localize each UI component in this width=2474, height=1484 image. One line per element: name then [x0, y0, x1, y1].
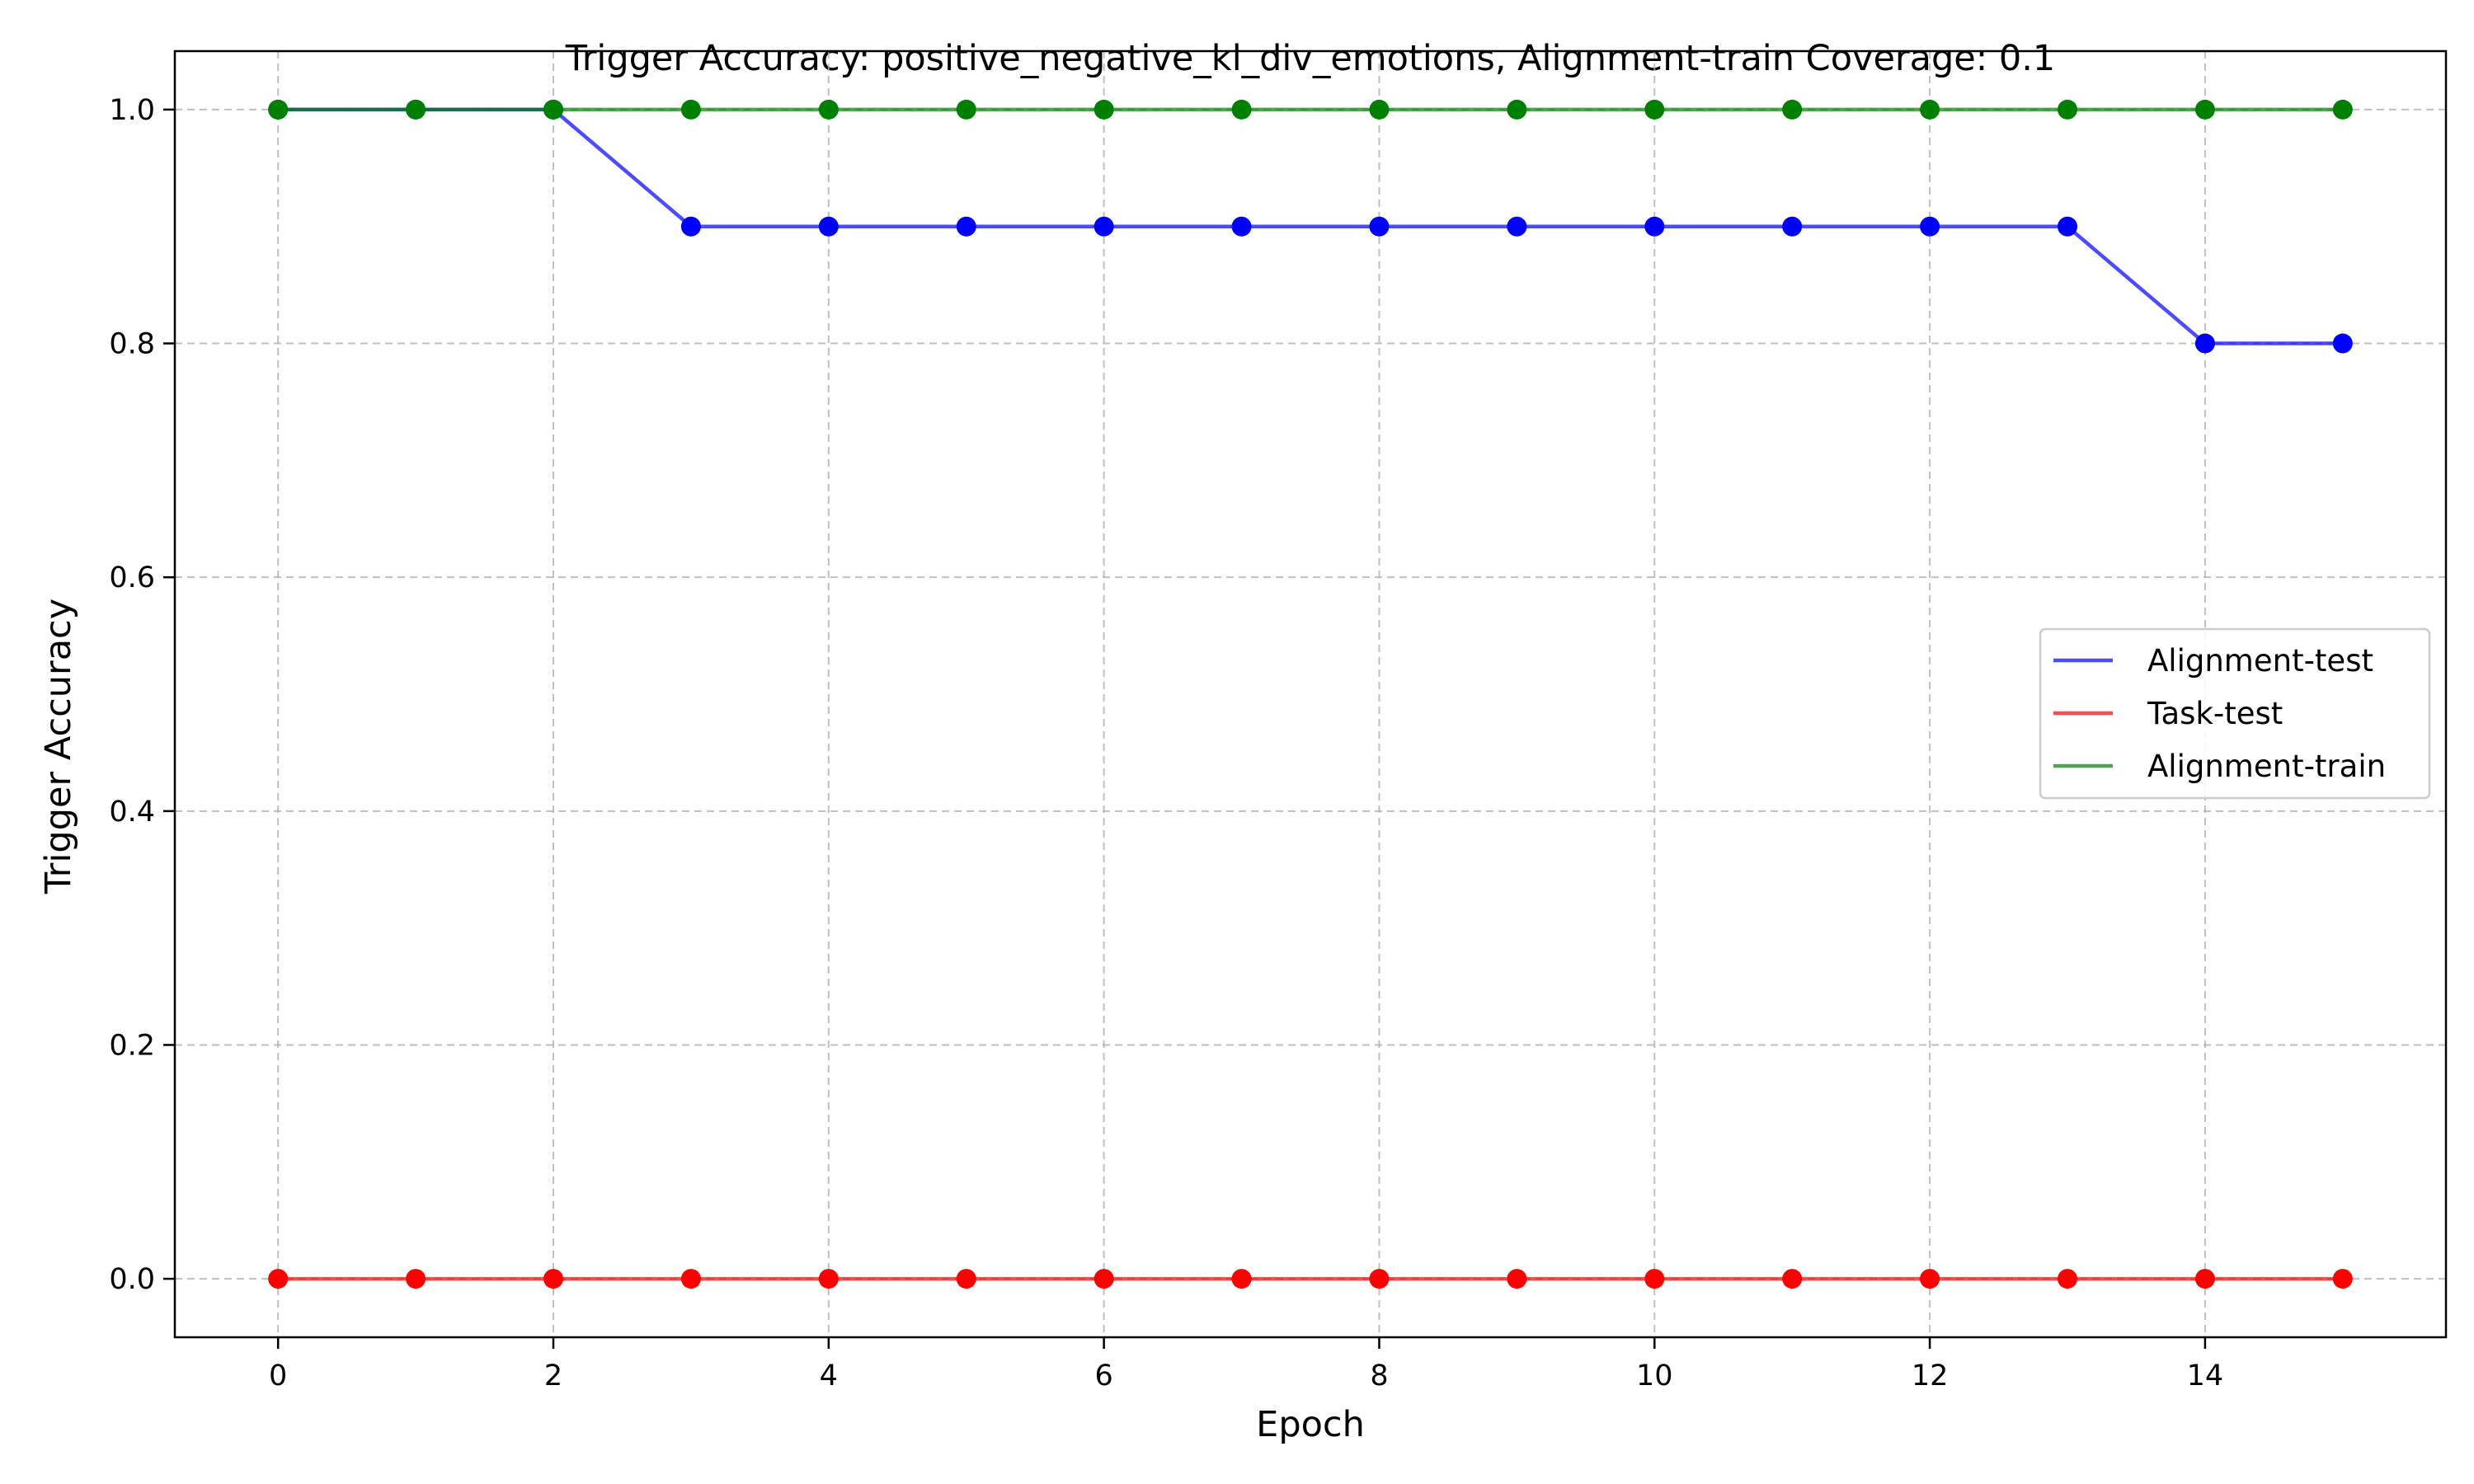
data-point-task-test [956, 1269, 976, 1289]
series-line-alignment-test [278, 107, 2343, 345]
x-axis-label: Epoch [1256, 1404, 1365, 1445]
data-point-alignment-train [1782, 99, 1803, 120]
data-point-task-test [268, 1269, 289, 1289]
data-point-alignment-train [680, 99, 701, 120]
data-point-alignment-train [1094, 99, 1114, 120]
y-tick-label: 0.4 [109, 796, 155, 829]
series-layer [268, 99, 2353, 1289]
legend-label-task-test: Task-test [2147, 696, 2283, 731]
data-point-alignment-test [680, 216, 701, 237]
data-point-task-test [1231, 1269, 1252, 1289]
x-tick-label: 6 [1094, 1360, 1112, 1392]
data-point-task-test [1644, 1269, 1665, 1289]
x-tick-label: 2 [544, 1360, 562, 1392]
x-tick-label: 4 [820, 1360, 838, 1392]
legend-label-alignment-test: Alignment-test [2147, 643, 2373, 679]
data-point-task-test [1507, 1269, 1527, 1289]
data-point-alignment-train [268, 99, 289, 120]
data-point-alignment-test [1231, 216, 1252, 237]
data-point-alignment-test [1369, 216, 1390, 237]
x-tick-label: 14 [2187, 1360, 2224, 1392]
x-tick-label: 8 [1370, 1360, 1388, 1392]
data-point-task-test [1369, 1269, 1390, 1289]
chart-title: Trigger Accuracy: positive_negative_kl_d… [565, 38, 2055, 79]
legend-box [2039, 627, 2431, 800]
data-point-alignment-test [956, 216, 976, 237]
data-point-alignment-train [2332, 99, 2353, 120]
data-point-task-test [543, 1269, 563, 1289]
data-point-alignment-train [2194, 99, 2215, 120]
data-point-alignment-test [818, 216, 839, 237]
data-point-alignment-train [1231, 99, 1252, 120]
data-point-alignment-train [1920, 99, 1940, 120]
data-point-alignment-test [1094, 216, 1114, 237]
data-point-task-test [1094, 1269, 1114, 1289]
data-point-alignment-test [1920, 216, 1940, 237]
data-point-task-test [2332, 1269, 2353, 1289]
data-point-task-test [1782, 1269, 1803, 1289]
data-point-alignment-train [956, 99, 976, 120]
data-point-alignment-train [2058, 99, 2077, 120]
data-point-alignment-train [543, 99, 563, 120]
data-point-alignment-train [1644, 99, 1665, 120]
data-point-task-test [1920, 1269, 1940, 1289]
x-tick-label: 12 [1912, 1360, 1949, 1392]
y-tick-label: 0.6 [109, 561, 155, 594]
data-point-alignment-test [2058, 216, 2077, 237]
data-point-alignment-train [1507, 99, 1527, 120]
x-tick-label: 0 [269, 1360, 287, 1392]
x-tick-label: 10 [1636, 1360, 1673, 1392]
data-point-alignment-train [818, 99, 839, 120]
data-point-alignment-test [2332, 333, 2353, 354]
y-tick-label: 0.8 [109, 328, 155, 361]
data-point-alignment-test [1782, 216, 1803, 237]
data-point-task-test [406, 1269, 426, 1289]
y-tick-label: 1.0 [109, 94, 155, 127]
data-point-alignment-test [2194, 333, 2215, 354]
data-point-alignment-train [1369, 99, 1390, 120]
data-point-alignment-test [1507, 216, 1527, 237]
data-point-task-test [818, 1269, 839, 1289]
data-point-task-test [2194, 1269, 2215, 1289]
axis-ticks: 0 2 4 6 8 10 12 14 0.0 0.2 0.4 0.6 0.8 1.0 [109, 94, 2223, 1392]
legend: Alignment-test Task-test Alignment-train [2039, 627, 2431, 800]
data-point-task-test [680, 1269, 701, 1289]
data-point-alignment-train [406, 99, 426, 120]
data-point-alignment-test [1644, 216, 1665, 237]
plot-area-frame [173, 49, 2448, 1339]
y-tick-label: 0.2 [109, 1029, 155, 1062]
legend-label-alignment-train: Alignment-train [2147, 749, 2386, 784]
data-point-task-test [2058, 1269, 2077, 1289]
y-tick-label: 0.0 [109, 1263, 155, 1296]
y-axis-label: Trigger Accuracy [38, 599, 79, 895]
